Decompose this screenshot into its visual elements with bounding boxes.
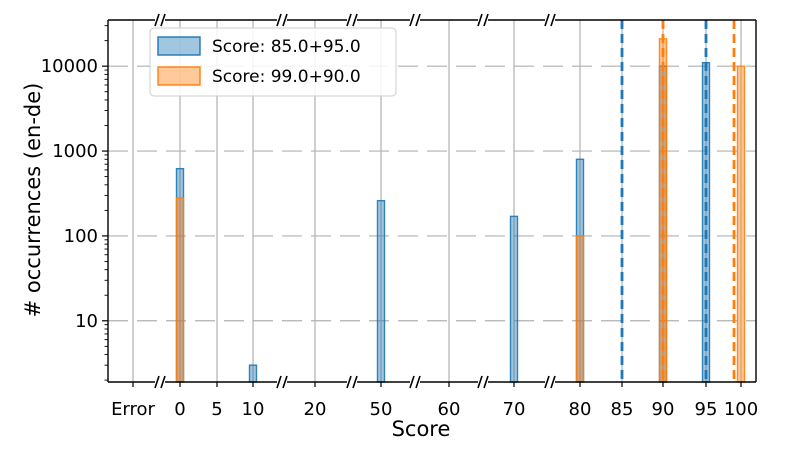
axis-break-gap-0-1: [155, 375, 165, 389]
axis-break-mark-2-0-b: [352, 13, 358, 27]
axis-break-mark-1-0-b: [282, 13, 288, 27]
x-tick-label-90: 90: [652, 399, 675, 420]
axis-break-mark-1-1-b: [282, 375, 288, 389]
axis-break-gap-5-1: [545, 375, 555, 389]
axis-break-mark-0-1-b: [160, 375, 166, 389]
bar-series-2-x-100: [736, 65, 746, 383]
legend: Score: 85.0+95.0 Score: 99.0+90.0: [149, 27, 397, 97]
bar-series-1-x-70: [509, 215, 519, 383]
x-tick-label-80: 80: [569, 399, 592, 420]
axis-break-mark-2-1-a: [346, 375, 352, 389]
axis-break-mark-4-1-b: [483, 375, 489, 389]
axis-break-mark-5-0-a: [544, 13, 550, 27]
axis-break-gap-1-0: [277, 13, 287, 27]
x-tick-label-50: 50: [370, 399, 393, 420]
axis-break-mark-5-1-a: [544, 375, 550, 389]
y-tick-label-100: 100: [64, 226, 98, 247]
ticks: Error 0 5 10 20 50 60 70 80 85 90 95 100 10 100 1000 100…: [41, 25, 758, 420]
x-tick-label-100: 100: [724, 399, 758, 420]
axis-break-gap-3-1: [410, 375, 420, 389]
axis-break-mark-4-1-a: [477, 375, 483, 389]
y-tick-label-1000: 1000: [52, 141, 98, 162]
legend-swatch-series-2: [157, 66, 201, 86]
x-tick-label-60: 60: [438, 399, 461, 420]
axis-break-mark-0-0-a: [154, 13, 160, 27]
axis-break-gap-4-1: [478, 375, 488, 389]
y-tick-label-10000: 10000: [41, 56, 98, 77]
axis-break-gap-2-1: [347, 375, 357, 389]
axis-break-mark-3-1-b: [415, 375, 421, 389]
y-tick-label-10: 10: [75, 311, 98, 332]
x-tick-label-85: 85: [611, 399, 634, 420]
axis-break-mark-1-1-a: [276, 375, 282, 389]
x-tick-label-10: 10: [242, 399, 265, 420]
reference-lines: [620, 20, 736, 382]
axis-break-gap-5-0: [545, 13, 555, 27]
axis-break-mark-0-1-a: [154, 375, 160, 389]
y-axis-title: # occurrences (en-de): [21, 83, 45, 318]
x-axis-title: Score: [392, 417, 451, 441]
bar-series-2-x-0: [175, 197, 185, 383]
x-tick-label-70: 70: [503, 399, 526, 420]
axis-break-mark-4-0-b: [483, 13, 489, 27]
axis-break-gap-2-0: [347, 13, 357, 27]
x-tick-label-0: 0: [174, 399, 185, 420]
axis-break-mark-2-1-b: [352, 375, 358, 389]
axis-break-gap-4-0: [478, 13, 488, 27]
axis-break-gap-0-0: [155, 13, 165, 27]
axis-break-mark-4-0-a: [477, 13, 483, 27]
legend-label-series-1: Score: 85.0+95.0: [212, 37, 361, 57]
legend-swatch-series-1: [157, 36, 201, 56]
legend-label-series-2: Score: 99.0+90.0: [212, 67, 361, 87]
axis-break-mark-3-1-a: [409, 375, 415, 389]
axis-break-gap-3-0: [410, 13, 420, 27]
x-tick-label-95: 95: [695, 399, 718, 420]
axis-break-gap-1-1: [277, 375, 287, 389]
plot-frame: [107, 13, 757, 389]
axis-break-mark-3-0-b: [415, 13, 421, 27]
axis-break-mark-5-0-b: [550, 13, 556, 27]
bar-series-2-x-80: [575, 235, 585, 383]
axis-break-mark-3-0-a: [409, 13, 415, 27]
legend-box: [149, 27, 397, 97]
x-tick-label-Error: Error: [111, 399, 155, 420]
x-tick-label-5: 5: [211, 399, 222, 420]
x-tick-label-20: 20: [304, 399, 327, 420]
axis-break-mark-5-1-b: [550, 375, 556, 389]
bar-series-1-x-10: [248, 364, 258, 383]
axis-break-mark-2-0-a: [346, 13, 352, 27]
axis-break-mark-1-0-a: [276, 13, 282, 27]
axis-break-mark-0-0-b: [160, 13, 166, 27]
bar-series-1-x-50: [376, 199, 386, 383]
